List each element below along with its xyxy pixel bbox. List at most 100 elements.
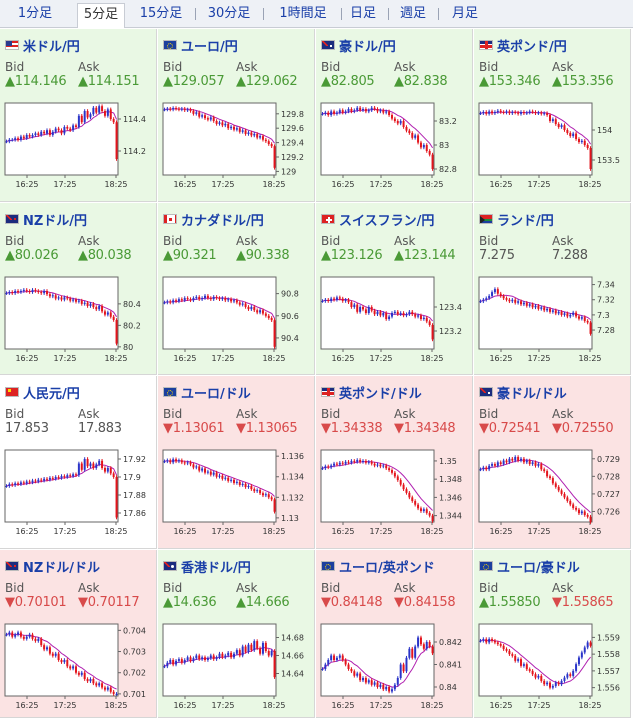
tab-monthly[interactable]: 月足 [451, 6, 478, 21]
pair-name[interactable]: 豪ドル/ドル [497, 386, 567, 402]
pair-title[interactable]: NZドル/ドル [5, 558, 101, 576]
candle-body [485, 639, 488, 643]
bid-label: Bid [163, 60, 183, 74]
price-chart[interactable]: 90.8 90.6 90.4 16:25 17:25 18:25 [160, 275, 313, 365]
candle-body [411, 648, 414, 658]
price-chart[interactable]: 7.34 7.32 7.3 7.28 16:25 17:25 18:25 [476, 275, 629, 365]
pair-name[interactable]: ユーロ/豪ドル [497, 560, 580, 576]
candle-body [77, 672, 80, 675]
candle-body [359, 460, 362, 462]
pair-name[interactable]: 香港ドル/円 [181, 560, 251, 576]
pair-name[interactable]: 英ポンド/円 [497, 39, 567, 55]
candle-body [367, 307, 370, 313]
pair-name[interactable]: 豪ドル/円 [339, 39, 396, 55]
candle-body [89, 303, 92, 307]
tab-1hour[interactable]: 1時間足 [279, 6, 327, 21]
tab-1min[interactable]: 1分足 [17, 6, 53, 21]
pair-name[interactable]: NZドル/円 [23, 213, 88, 229]
pair-name[interactable]: NZドル/ドル [23, 560, 101, 576]
pair-name[interactable]: カナダドル/円 [181, 213, 264, 229]
pair-name[interactable]: ユーロ/ドル [181, 386, 251, 402]
bid-value: 7.275 [479, 248, 515, 263]
pair-title[interactable]: ユーロ/豪ドル [479, 558, 580, 576]
price-chart[interactable]: 83.2 83 82.8 16:25 17:25 18:25 [318, 101, 471, 191]
candle-body [109, 687, 112, 692]
candle-body [485, 467, 488, 470]
candle-body [422, 317, 425, 319]
candle-body [218, 122, 221, 124]
pair-name[interactable]: ユーロ/英ポンド [339, 560, 435, 576]
price-chart[interactable]: 0.842 0.841 0.84 16:25 17:25 18:25 [318, 622, 471, 712]
candle-body [382, 313, 385, 316]
candle-body [321, 301, 324, 302]
candle-body [204, 115, 207, 119]
price-chart[interactable]: 17.92 17.9 17.88 17.86 16:25 17:25 18:25 [2, 448, 155, 538]
ch-flag-icon [321, 214, 335, 224]
tab-daily[interactable]: 日足 [349, 6, 376, 21]
pair-title[interactable]: ランド/円 [479, 211, 554, 229]
price-chart[interactable]: 0.704 0.703 0.702 0.701 16:25 17:25 18:25 [2, 622, 155, 712]
price-chart[interactable]: 114.4 114.2 16:25 17:25 18:25 [2, 101, 155, 191]
pair-title[interactable]: NZドル/円 [5, 211, 88, 229]
price-chart[interactable]: 0.729 0.728 0.727 0.726 16:25 17:25 18:25 [476, 448, 629, 538]
pair-title[interactable]: ユーロ/英ポンド [321, 558, 435, 576]
pair-title[interactable]: ユーロ/円 [163, 37, 238, 55]
candle-body [37, 133, 40, 135]
pair-name[interactable]: 人民元/円 [23, 386, 80, 402]
tab-separator [340, 8, 342, 20]
pair-name[interactable]: ユーロ/円 [181, 39, 238, 55]
pair-title[interactable]: 米ドル/円 [5, 37, 80, 55]
candle-body [212, 296, 215, 300]
pair-title[interactable]: 豪ドル/ドル [479, 384, 567, 402]
pair-title[interactable]: 英ポンド/ドル [321, 384, 422, 402]
price-chart[interactable]: 1.136 1.134 1.132 1.13 16:25 17:25 18:25 [160, 448, 313, 538]
price-chart[interactable]: 80.4 80.2 80 16:25 17:25 18:25 [2, 275, 155, 365]
candle-body [491, 464, 494, 466]
pair-name[interactable]: 英ポンド/ドル [339, 386, 422, 402]
pair-name[interactable]: スイスフラン/円 [339, 213, 435, 229]
price-chart[interactable]: 1.559 1.558 1.557 1.556 16:25 17:25 18:25 [476, 622, 629, 712]
price-chart[interactable]: 154 153.5 16:25 17:25 18:25 [476, 101, 629, 191]
candle-body [11, 139, 14, 141]
pair-title[interactable]: 人民元/円 [5, 384, 80, 402]
tab-5min[interactable]: 5分足 [77, 3, 125, 28]
x-tick-label: 16:25 [331, 354, 354, 363]
candle-body [367, 680, 370, 683]
y-tick-label: 129.4 [281, 139, 304, 148]
candle-body [212, 472, 215, 475]
pair-title[interactable]: カナダドル/円 [163, 211, 264, 229]
rate-panel: 米ドル/円 Bid Ask ▲114.146 ▲114.151 114.4 114.2 16:… [0, 29, 157, 202]
pair-title[interactable]: 豪ドル/円 [321, 37, 396, 55]
candle-body [177, 299, 180, 302]
x-tick-label: 18:25 [578, 354, 601, 363]
candle-body [330, 111, 333, 115]
candle-body [408, 648, 411, 658]
candle-body [204, 468, 207, 473]
price-chart[interactable]: 129.8 129.6 129.4 129.2 129 16:25 17:25 18:25 [160, 101, 313, 191]
pair-name[interactable]: ランド/円 [497, 213, 554, 229]
tab-weekly[interactable]: 週足 [399, 6, 426, 21]
candle-body [201, 657, 204, 660]
pair-title[interactable]: 香港ドル/円 [163, 558, 251, 576]
candle-body [247, 306, 250, 310]
candle-body [115, 122, 118, 159]
candle-body [333, 463, 336, 466]
y-tick-label: 82.8 [439, 165, 457, 174]
candle-body [101, 460, 104, 468]
candle-body [253, 306, 256, 311]
pair-title[interactable]: 英ポンド/円 [479, 37, 567, 55]
candle-body [347, 109, 350, 112]
pair-name[interactable]: 米ドル/円 [23, 39, 80, 55]
candle-body [103, 311, 106, 315]
candle-body [508, 111, 511, 114]
price-chart[interactable]: 14.68 14.66 14.64 16:25 17:25 18:25 [160, 622, 313, 712]
price-chart[interactable]: 123.4 123.2 16:25 17:25 18:25 [318, 275, 471, 365]
tab-30min[interactable]: 30分足 [207, 6, 251, 21]
tab-15min[interactable]: 15分足 [139, 6, 183, 21]
pair-title[interactable]: スイスフラン/円 [321, 211, 435, 229]
y-tick-label: 129.8 [281, 110, 304, 119]
pair-title[interactable]: ユーロ/ドル [163, 384, 251, 402]
ask-label: Ask [78, 234, 100, 248]
price-chart[interactable]: 1.35 1.348 1.346 1.344 16:25 17:25 18:25 [318, 448, 471, 538]
candle-body [212, 655, 215, 660]
